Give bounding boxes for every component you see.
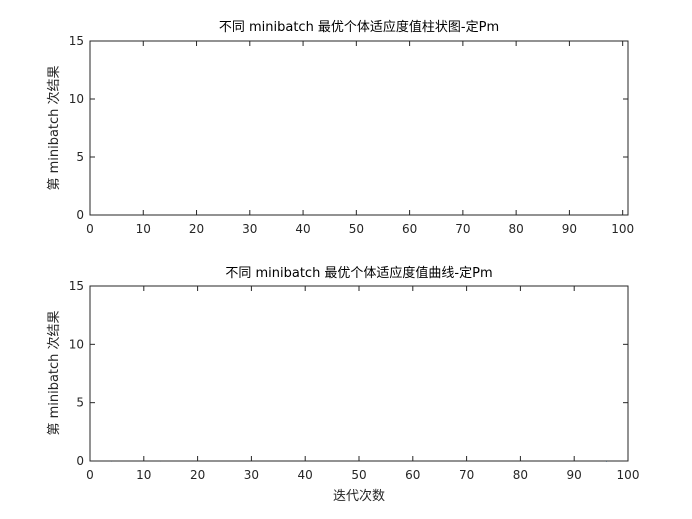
bar-chart-xtick-label: 50	[349, 222, 364, 236]
line-chart-ytick-label: 0	[76, 454, 84, 468]
line-chart-xtick-label: 30	[244, 468, 259, 482]
bar-chart-xtick-label: 20	[189, 222, 204, 236]
line-chart-panel: 不同 minibatch 最优个体适应度值曲线-定Pm 第 minibatch …	[46, 265, 639, 504]
line-chart-ylabel: 第 minibatch 次结果	[46, 310, 62, 435]
line-chart-xtick-label: 40	[298, 468, 313, 482]
bar-chart-ytick-label: 0	[76, 208, 84, 222]
bar-chart-xtick-label: 0	[86, 222, 94, 236]
line-chart-xlabel: 迭代次数	[333, 488, 385, 504]
line-chart-xtick-label: 90	[567, 468, 582, 482]
bar-chart-xtick-label: 30	[242, 222, 257, 236]
bar-chart-ytick-label: 15	[69, 34, 84, 48]
bar-chart-xtick-label: 40	[295, 222, 310, 236]
bar-chart-xtick-label: 100	[611, 222, 634, 236]
bar-chart-xtick-label: 80	[508, 222, 523, 236]
line-chart-xtick-label: 100	[617, 468, 640, 482]
line-chart-ytick-label: 10	[69, 337, 84, 351]
bar-chart-xtick-label: 70	[455, 222, 470, 236]
bar-chart-ytick-label: 10	[69, 92, 84, 106]
bar-chart-title: 不同 minibatch 最优个体适应度值柱状图-定Pm	[219, 19, 499, 35]
line-chart-xtick-label: 80	[513, 468, 528, 482]
bar-chart-ylabel: 第 minibatch 次结果	[46, 65, 62, 190]
line-chart-ytick-label: 5	[76, 396, 84, 410]
line-chart-xtick-label: 70	[459, 468, 474, 482]
line-chart-xtick-label: 20	[190, 468, 205, 482]
bar-chart-ytick-label: 5	[76, 150, 84, 164]
line-chart-title: 不同 minibatch 最优个体适应度值曲线-定Pm	[225, 265, 492, 281]
line-chart-xtick-label: 10	[136, 468, 151, 482]
line-chart-xtick-label: 50	[351, 468, 366, 482]
bar-chart-xtick-label: 90	[562, 222, 577, 236]
bar-chart-panel: 不同 minibatch 最优个体适应度值柱状图-定Pm 第 minibatch…	[46, 19, 634, 236]
line-chart-axes-frame	[89, 285, 629, 462]
line-chart-ytick-label: 15	[69, 279, 84, 293]
line-chart-xtick-label: 60	[405, 468, 420, 482]
bar-chart-axes-frame	[89, 40, 629, 216]
bar-chart-xtick-label: 60	[402, 222, 417, 236]
line-chart-xtick-label: 0	[86, 468, 94, 482]
bar-chart-xtick-label: 10	[136, 222, 151, 236]
